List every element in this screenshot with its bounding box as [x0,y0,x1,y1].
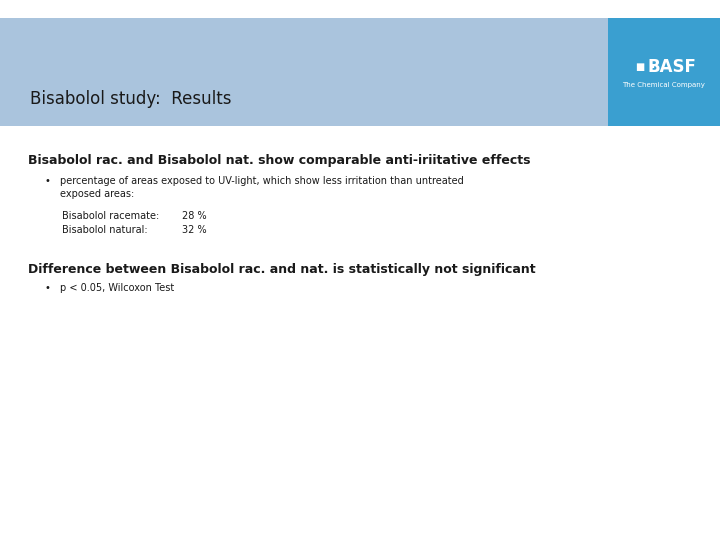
Text: ■: ■ [635,62,644,72]
Bar [608,18,720,126]
Text: exposed areas:: exposed areas: [60,189,134,199]
Text: 28 %: 28 % [182,211,207,221]
Bar [0,18,720,126]
Text: 32 %: 32 % [182,225,207,235]
Text: p < 0.05, Wilcoxon Test: p < 0.05, Wilcoxon Test [60,283,174,293]
Text: The Chemical Company: The Chemical Company [623,82,706,88]
Text: ·: · [649,59,654,75]
Text: BASF: BASF [647,58,696,76]
Text: Bisabolol natural:: Bisabolol natural: [62,225,148,235]
Text: Bisabolol rac. and Bisabolol nat. show comparable anti-iriitative effects: Bisabolol rac. and Bisabolol nat. show c… [28,154,531,167]
Text: Bisabolol study:  Results: Bisabolol study: Results [30,90,232,108]
Text: Bisabolol racemate:: Bisabolol racemate: [62,211,159,221]
Text: Difference between Bisabolol rac. and nat. is statistically not significant: Difference between Bisabolol rac. and na… [28,263,536,276]
Text: •: • [44,176,50,186]
Text: •: • [44,283,50,293]
Text: percentage of areas exposed to UV-light, which show less irritation than untreat: percentage of areas exposed to UV-light,… [60,176,464,186]
